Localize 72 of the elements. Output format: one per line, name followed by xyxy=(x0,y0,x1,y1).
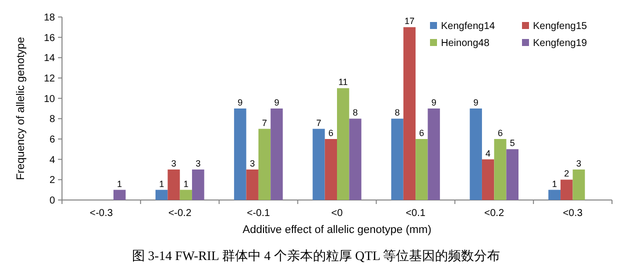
bar xyxy=(560,180,573,200)
x-tick-label: <-0.1 xyxy=(246,208,270,219)
data-label: 1 xyxy=(117,178,122,189)
data-label: 6 xyxy=(419,128,424,138)
data-label: 4 xyxy=(486,148,491,158)
x-tick-label: <-0.3 xyxy=(90,208,114,219)
bar xyxy=(416,139,428,200)
legend-label: Kengfeng19 xyxy=(533,38,588,49)
bar xyxy=(428,108,440,200)
y-tick-label: 10 xyxy=(44,94,56,105)
data-label: 3 xyxy=(171,158,176,168)
legend-label: Heinong48 xyxy=(441,38,490,49)
bar xyxy=(324,139,337,200)
data-label: 9 xyxy=(473,98,478,108)
data-label: 9 xyxy=(431,98,436,108)
y-tick-label: 16 xyxy=(44,32,56,44)
x-tick-label: <0.1 xyxy=(406,208,426,219)
data-label: 5 xyxy=(510,138,515,148)
y-tick-label: 12 xyxy=(44,74,56,84)
bar xyxy=(548,190,561,200)
data-label: 1 xyxy=(183,178,188,189)
data-label: 1 xyxy=(159,178,164,189)
bar xyxy=(572,170,585,200)
x-tick-label: <0.2 xyxy=(484,208,504,219)
x-axis-title: Additive effect of allelic genotype (mm) xyxy=(242,224,432,236)
bar xyxy=(349,118,362,200)
bar xyxy=(312,128,325,200)
bar xyxy=(470,108,482,200)
data-label: 7 xyxy=(262,118,268,128)
y-tick-label: 6 xyxy=(49,134,56,146)
bar xyxy=(506,149,518,200)
data-label: 3 xyxy=(250,158,255,168)
data-label: 9 xyxy=(274,98,280,108)
legend-label: Kengfeng14 xyxy=(441,21,496,32)
bar xyxy=(494,139,506,200)
x-tick-label: <0 xyxy=(331,208,344,219)
bar xyxy=(337,88,350,200)
data-label: 2 xyxy=(564,168,570,179)
data-label: 17 xyxy=(404,16,414,26)
y-tick-label: 0 xyxy=(49,196,56,206)
data-label: 9 xyxy=(238,98,243,108)
data-label: 6 xyxy=(498,128,503,138)
legend-label: Kengfeng15 xyxy=(533,21,588,32)
bar xyxy=(403,27,416,200)
bar xyxy=(246,170,258,200)
bar xyxy=(391,118,404,200)
data-label: 1 xyxy=(552,178,557,189)
y-axis-title: Frequency of allelic genotype xyxy=(15,36,27,180)
data-label: 8 xyxy=(394,108,400,118)
y-tick-label: 2 xyxy=(49,175,56,186)
x-tick-label: <-0.2 xyxy=(168,208,192,219)
data-label: 11 xyxy=(338,77,348,88)
y-tick-label: 18 xyxy=(44,12,56,24)
bar xyxy=(113,190,126,200)
bar xyxy=(234,108,246,200)
bar xyxy=(270,108,283,200)
bar xyxy=(180,190,192,200)
data-label: 8 xyxy=(352,108,358,118)
data-label: 3 xyxy=(576,158,582,168)
x-tick-label: <0.3 xyxy=(562,208,584,219)
bar xyxy=(482,159,494,200)
y-tick-label: 14 xyxy=(44,53,56,64)
y-tick-label: 8 xyxy=(49,114,56,126)
bar xyxy=(156,190,168,200)
data-label: 7 xyxy=(316,118,322,128)
data-label: 6 xyxy=(328,128,334,138)
bar xyxy=(192,170,204,200)
y-tick-label: 4 xyxy=(49,154,56,166)
data-label: 3 xyxy=(196,158,201,168)
text: 图 3-14 FW-RIL 群体中 4 个亲本的粒厚 QTL 等位基因的频数分布 xyxy=(132,248,500,263)
bar xyxy=(258,128,271,200)
bar xyxy=(168,170,180,200)
